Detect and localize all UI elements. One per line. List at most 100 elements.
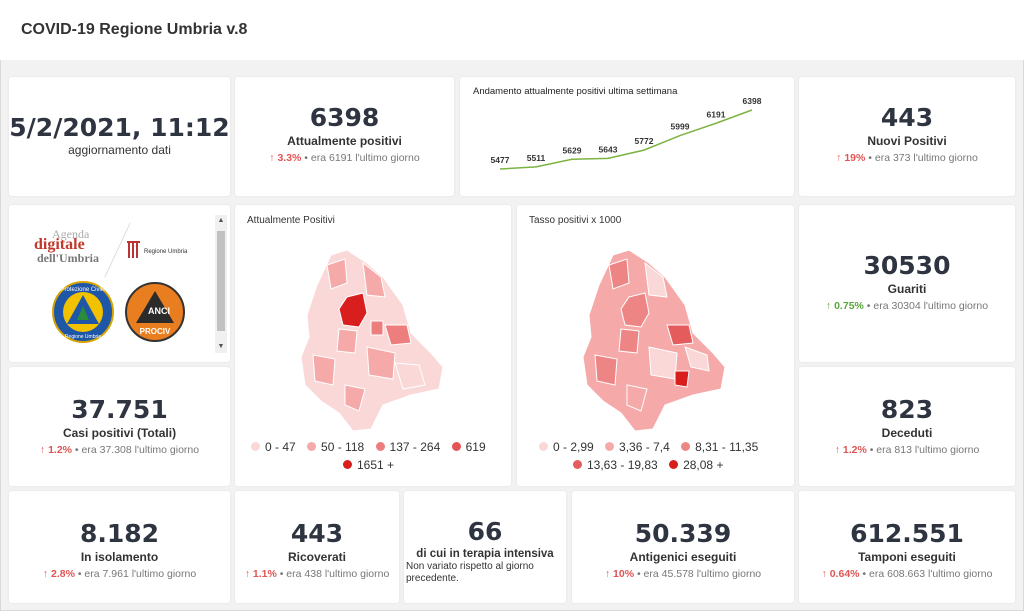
legend-label: 50 - 118 xyxy=(321,440,365,454)
logos-scrollbar[interactable]: ▲ ▼ xyxy=(215,215,227,353)
terapia-card: 66 di cui in terapia intensiva Non varia… xyxy=(404,491,566,603)
umbria-map-tasso[interactable] xyxy=(517,225,794,455)
arrow-up-icon: ↑ xyxy=(269,152,275,164)
update-label: aggiornamento dati xyxy=(68,143,171,157)
guariti-label: Guariti xyxy=(887,282,927,296)
antigenici-label: Antigenici eseguiti xyxy=(629,550,737,564)
nuovi-delta: ↑ 19% • era 373 l'ultimo giorno xyxy=(799,152,1015,164)
positivi-pct: 3.3% xyxy=(277,152,302,164)
trend-data-label: 5643 xyxy=(599,144,618,154)
arrow-up-icon: ↑ xyxy=(825,300,832,312)
nuovi-value: 443 xyxy=(880,103,934,132)
legend-dot xyxy=(573,460,582,470)
legend-label: 8,31 - 11,35 xyxy=(695,440,759,454)
map-tasso-title: Tasso positivi x 1000 xyxy=(529,215,622,226)
legend-item: 28,08 + xyxy=(669,458,723,472)
trend-chart-title: Andamento attualmente positivi ultima se… xyxy=(473,86,678,97)
umbria-map-positivi[interactable] xyxy=(235,225,511,455)
legend-dot xyxy=(451,442,461,452)
legend-dot xyxy=(605,442,615,452)
guariti-value: 30530 xyxy=(863,251,951,280)
legend-dot xyxy=(343,460,352,470)
ricoverati-card: 443 Ricoverati ↑ 1.1% • era 438 l'ultimo… xyxy=(235,491,399,603)
agenda-line2: digitale xyxy=(34,236,85,253)
svg-text:PROCIV: PROCIV xyxy=(140,327,171,336)
trend-data-label: 5511 xyxy=(527,153,546,163)
deceduti-delta: ↑ 1.2% • era 813 l'ultimo giorno xyxy=(799,444,1015,456)
trend-chart-card: Andamento attualmente positivi ultima se… xyxy=(460,77,794,196)
regione-emblem-icon xyxy=(127,241,140,258)
legend-dot xyxy=(251,442,260,452)
tamponi-card: 612.551 Tamponi eseguiti ↑ 0.64% • era 6… xyxy=(799,491,1015,603)
map-tasso-card: Tasso positivi x 1000 0 - 2,99 3,36 - 7,… xyxy=(517,205,794,486)
isolamento-label: In isolamento xyxy=(80,550,159,564)
guariti-card: 30530 Guariti ↑ 0.75% • era 30304 l'ulti… xyxy=(799,205,1015,362)
isolamento-delta: ↑ 2.8% • era 7.961 l'ultimo giorno xyxy=(9,568,230,580)
antigenici-pct: 10% xyxy=(613,568,635,580)
regione-label: Regione Umbria xyxy=(144,249,188,255)
ricoverati-delta: ↑ 1.1% • era 438 l'ultimo giorno xyxy=(235,568,399,580)
legend-item: 8,31 - 11,35 xyxy=(681,440,758,454)
legend-item: 0 - 47 xyxy=(251,440,296,454)
antigenici-delta: ↑ 10% • era 45.578 l'ultimo giorno xyxy=(572,568,794,580)
nuovi-label: Nuovi Positivi xyxy=(867,134,947,148)
scroll-thumb[interactable] xyxy=(217,231,225,331)
trend-data-label: 5629 xyxy=(563,145,582,155)
terapia-note: Non variato rispetto al giorno precedent… xyxy=(406,561,534,584)
positivi-note: • era 6191 l'ultimo giorno xyxy=(304,152,420,164)
legend-label: 13,63 - 19,83 xyxy=(587,458,658,472)
nuovi-note: • era 373 l'ultimo giorno xyxy=(868,152,978,164)
svg-text:Regione Umbria: Regione Umbria xyxy=(65,334,101,340)
legend-item: 1651 + xyxy=(343,458,394,472)
tamponi-note: • era 608.663 l'ultimo giorno xyxy=(862,568,993,580)
map-positivi-title: Attualmente Positivi xyxy=(247,215,335,226)
tamponi-label: Tamponi eseguiti xyxy=(858,550,956,564)
casi-label: Casi positivi (Totali) xyxy=(62,426,177,440)
legend-dot xyxy=(669,460,679,470)
legend-item: 50 - 118 xyxy=(307,440,364,454)
deceduti-label: Deceduti xyxy=(881,426,933,440)
trend-data-label: 5477 xyxy=(491,155,510,165)
map-positivi-card: Attualmente Positivi 0 - 47 50 - 118 137… xyxy=(235,205,511,486)
trend-series-line xyxy=(499,109,753,170)
deceduti-value: 823 xyxy=(880,395,934,424)
isolamento-card: 8.182 In isolamento ↑ 2.8% • era 7.961 l… xyxy=(9,491,230,603)
antigenici-value: 50.339 xyxy=(634,519,732,548)
trend-chart: 5477 5511 5629 5643 5772 5999 6191 6398 xyxy=(491,96,762,170)
arrow-up-icon: ↑ xyxy=(834,444,840,456)
legend-label: 28,08 + xyxy=(683,458,724,472)
legend-label: 3,36 - 7,4 xyxy=(619,440,670,454)
scroll-up-icon[interactable]: ▲ xyxy=(217,217,225,224)
agenda-digitale-logo: Agenda digitale dell'Umbria xyxy=(24,227,114,277)
svg-text:ANCI: ANCI xyxy=(148,306,170,316)
regione-umbria-logo: Regione Umbria xyxy=(127,241,207,265)
update-card: 5/2/2021, 11:12 aggiornamento dati xyxy=(9,77,230,196)
guariti-pct: 0.75% xyxy=(834,300,864,312)
legend-item: 137 - 264 xyxy=(375,440,440,454)
legend-label: 0 - 47 xyxy=(265,440,296,454)
guariti-note: • era 30304 l'ultimo giorno xyxy=(866,300,989,312)
trend-data-label: 6398 xyxy=(743,96,762,106)
arrow-up-icon: ↑ xyxy=(42,568,49,580)
trend-data-label: 6191 xyxy=(707,109,726,119)
scroll-down-icon[interactable]: ▼ xyxy=(217,343,225,350)
legend-dot xyxy=(539,442,548,452)
terapia-label: di cui in terapia intensiva xyxy=(416,548,554,560)
arrow-up-icon: ↑ xyxy=(836,152,842,164)
casi-pct: 1.2% xyxy=(48,444,72,456)
ricoverati-value: 443 xyxy=(290,519,344,548)
isolamento-pct: 2.8% xyxy=(50,568,75,580)
legend-label: 1651 + xyxy=(357,458,395,472)
ricoverati-note: • era 438 l'ultimo giorno xyxy=(279,568,390,580)
legend-item: 13,63 - 19,83 xyxy=(573,458,658,472)
casi-card: 37.751 Casi positivi (Totali) ↑ 1.2% • e… xyxy=(9,367,230,486)
nuovi-card: 443 Nuovi Positivi ↑ 19% • era 373 l'ult… xyxy=(799,77,1015,196)
logos-card: Agenda digitale dell'Umbria Regione Umbr… xyxy=(9,205,230,362)
anci-prociv-logo: ANCI PROCIV xyxy=(125,282,185,342)
positivi-value: 6398 xyxy=(309,103,380,132)
trend-data-label: 5772 xyxy=(635,136,654,146)
legend-label: 619 xyxy=(465,440,486,454)
arrow-up-icon: ↑ xyxy=(604,568,611,580)
isolamento-value: 8.182 xyxy=(79,519,160,548)
map-positivi-legend: 0 - 47 50 - 118 137 - 264 619 1651 + xyxy=(251,440,501,472)
